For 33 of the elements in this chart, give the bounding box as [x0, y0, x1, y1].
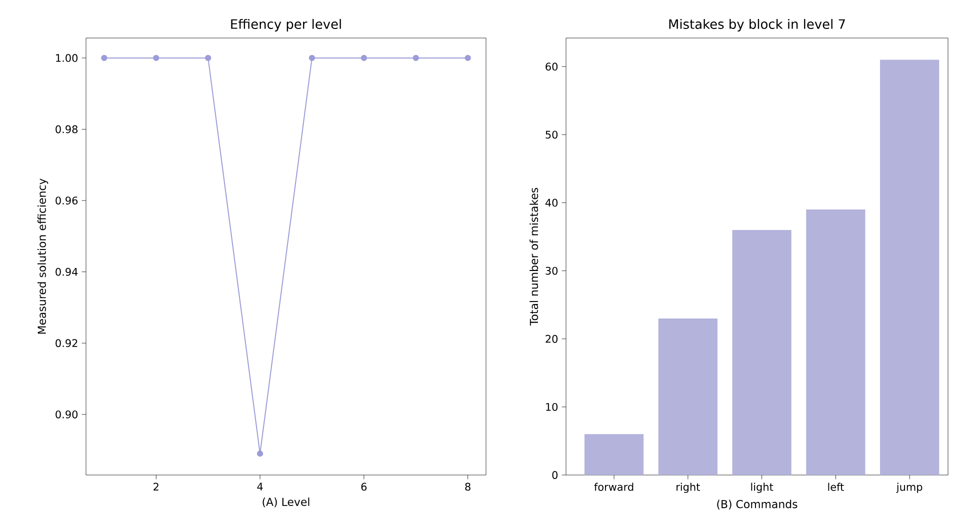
- y-tick-label: 0.96: [56, 196, 78, 204]
- chart-title: Mistakes by block in level 7: [669, 18, 845, 32]
- bar: [806, 210, 866, 476]
- y-axis-title: Total number of mistakes: [530, 188, 538, 326]
- x-tick-label: 4: [257, 482, 263, 490]
- x-tick-label: forward: [594, 482, 634, 491]
- y-tick-label: 0: [552, 471, 558, 479]
- x-tick-label: right: [676, 482, 700, 493]
- bar: [880, 60, 940, 476]
- bar: [584, 434, 644, 476]
- y-tick-label: 0.94: [56, 268, 78, 276]
- x-axis-title: (B) Commands: [717, 500, 798, 510]
- x-tick-label: left: [828, 482, 844, 491]
- y-tick-label: 20: [546, 334, 558, 343]
- x-tick-label: 8: [465, 482, 470, 491]
- y-tick-label: 60: [546, 62, 558, 71]
- chart-title: Effiency per level: [231, 18, 341, 32]
- y-axis-title: Measured solution efficiency: [37, 178, 48, 334]
- bar: [658, 318, 718, 476]
- y-tick-label: 0.92: [56, 339, 78, 348]
- y-tick-label: 50: [546, 130, 558, 139]
- y-tick-label: 10: [546, 402, 558, 411]
- y-tick-label: 30: [546, 266, 558, 275]
- x-axis-title: (A) Level: [262, 498, 310, 508]
- y-tick-label: 40: [545, 198, 558, 207]
- bar: [732, 230, 792, 476]
- y-tick-label: 0.90: [56, 410, 78, 418]
- x-tick-label: jump: [896, 482, 922, 493]
- x-tick-label: light: [751, 482, 774, 493]
- y-tick-label: 0.98: [56, 125, 78, 134]
- y-tick-label: 1.00: [56, 54, 78, 62]
- x-tick-label: 2: [154, 482, 158, 491]
- x-tick-label: 6: [361, 482, 367, 491]
